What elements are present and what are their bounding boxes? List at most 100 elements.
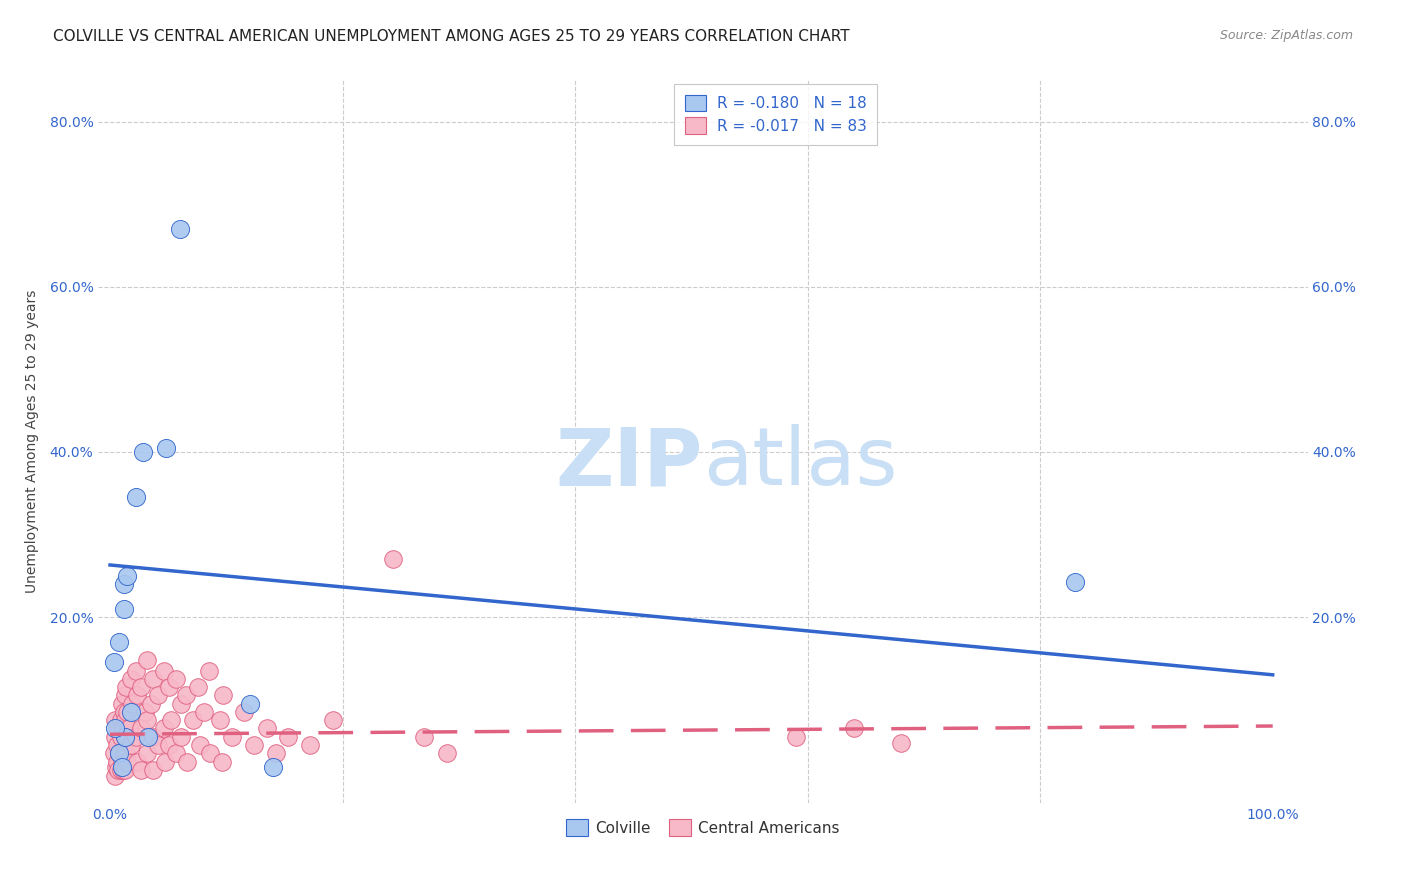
Point <box>121 697 143 711</box>
Point <box>111 763 134 777</box>
Point <box>209 713 232 727</box>
Point <box>221 730 243 744</box>
Point <box>193 705 215 719</box>
Point <box>136 746 159 760</box>
Point <box>112 601 135 615</box>
Point <box>125 755 148 769</box>
Point <box>266 746 288 760</box>
Point <box>104 713 127 727</box>
Point <box>155 441 177 455</box>
Point <box>181 713 204 727</box>
Point <box>111 697 134 711</box>
Point <box>277 730 299 744</box>
Point <box>125 689 148 703</box>
Point <box>785 730 807 744</box>
Point <box>136 713 159 727</box>
Point <box>104 730 127 744</box>
Point <box>243 738 266 752</box>
Point <box>108 634 131 648</box>
Point <box>381 552 404 566</box>
Point <box>103 656 125 670</box>
Point <box>413 730 436 744</box>
Point <box>322 713 344 727</box>
Point <box>262 760 284 774</box>
Point <box>157 680 180 694</box>
Point <box>117 568 139 582</box>
Point <box>124 664 146 678</box>
Point <box>117 755 139 769</box>
Point <box>299 738 322 752</box>
Point <box>111 755 134 769</box>
Point <box>120 705 142 719</box>
Point <box>118 722 141 736</box>
Point <box>159 713 181 727</box>
Point <box>146 689 169 703</box>
Point <box>112 705 135 719</box>
Legend: Colville, Central Americans: Colville, Central Americans <box>560 814 846 842</box>
Point <box>136 653 159 667</box>
Point <box>112 577 135 591</box>
Point <box>114 713 136 727</box>
Point <box>124 490 146 504</box>
Text: atlas: atlas <box>703 425 897 502</box>
Point <box>110 763 132 777</box>
Point <box>170 697 193 711</box>
Point <box>108 746 131 760</box>
Point <box>104 768 127 782</box>
Point <box>142 763 165 777</box>
Point <box>142 730 165 744</box>
Text: COLVILLE VS CENTRAL AMERICAN UNEMPLOYMENT AMONG AGES 25 TO 29 YEARS CORRELATION : COLVILLE VS CENTRAL AMERICAN UNEMPLOYMEN… <box>53 29 851 44</box>
Point <box>165 746 187 760</box>
Point <box>198 746 221 760</box>
Point <box>110 730 132 744</box>
Point <box>1064 575 1087 590</box>
Point <box>107 722 129 736</box>
Point <box>131 763 153 777</box>
Point <box>120 672 142 686</box>
Point <box>176 755 198 769</box>
Point <box>142 672 165 686</box>
Point <box>107 763 129 777</box>
Point <box>112 746 135 760</box>
Point <box>890 735 912 749</box>
Point <box>111 760 134 774</box>
Point <box>131 680 153 694</box>
Text: ZIP: ZIP <box>555 425 703 502</box>
Point <box>187 680 209 694</box>
Point <box>239 697 262 711</box>
Text: Source: ZipAtlas.com: Source: ZipAtlas.com <box>1219 29 1353 42</box>
Point <box>131 722 153 736</box>
Point <box>105 755 128 769</box>
Point <box>256 722 278 736</box>
Point <box>152 664 174 678</box>
Point <box>117 705 139 719</box>
Point <box>104 760 127 774</box>
Point <box>120 738 142 752</box>
Point <box>152 722 174 736</box>
Point <box>115 680 138 694</box>
Point <box>157 738 180 752</box>
Point <box>115 746 138 760</box>
Point <box>170 730 193 744</box>
Point <box>104 722 127 736</box>
Point <box>232 705 254 719</box>
Point <box>211 755 233 769</box>
Point <box>108 746 131 760</box>
Y-axis label: Unemployment Among Ages 25 to 29 years: Unemployment Among Ages 25 to 29 years <box>24 290 38 593</box>
Point <box>103 746 125 760</box>
Point <box>146 738 169 752</box>
Point <box>198 664 221 678</box>
Point <box>110 713 132 727</box>
Point <box>169 222 191 236</box>
Point <box>114 730 136 744</box>
Point <box>114 763 136 777</box>
Point <box>165 672 187 686</box>
Point <box>188 738 211 752</box>
Point <box>844 722 866 736</box>
Point <box>436 746 458 760</box>
Point <box>138 730 160 744</box>
Point <box>134 705 156 719</box>
Point <box>211 689 233 703</box>
Point <box>114 730 136 744</box>
Point <box>131 445 153 459</box>
